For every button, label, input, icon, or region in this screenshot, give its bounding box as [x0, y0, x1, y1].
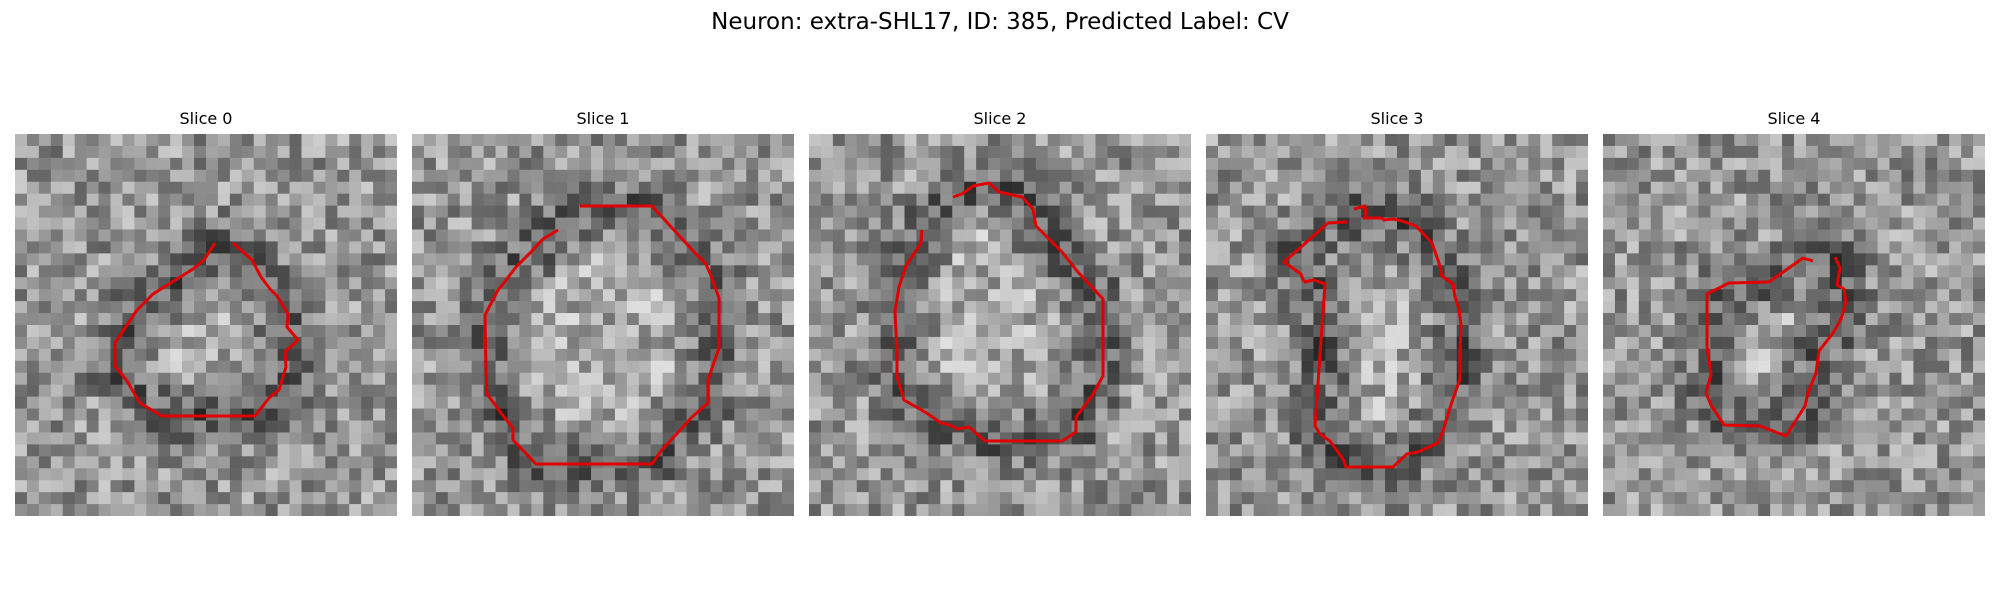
slice-title: Slice 1	[576, 109, 630, 128]
slice-image-4	[1603, 134, 1985, 516]
contour-outline	[893, 181, 1105, 443]
slice-panel-4: Slice 4	[1603, 108, 1985, 518]
slice-panel-3: Slice 3	[1206, 108, 1588, 518]
contour-outline	[113, 241, 300, 418]
slice-image-3	[1206, 134, 1588, 516]
slice-title: Slice 3	[1370, 109, 1424, 128]
slice-image-2	[809, 134, 1191, 516]
slice-title: Slice 0	[179, 109, 233, 128]
slice-image-1	[412, 134, 794, 516]
contour-outline	[1704, 256, 1848, 438]
slice-panel-0: Slice 0	[15, 108, 397, 518]
slice-title: Slice 2	[973, 109, 1027, 128]
slice-panel-2: Slice 2	[809, 108, 1191, 518]
slice-title: Slice 4	[1767, 109, 1821, 128]
slice-panel-1: Slice 1	[412, 108, 794, 518]
contour-outline	[483, 204, 721, 466]
slice-image-0	[15, 134, 397, 516]
figure-title: Neuron: extra-SHL17, ID: 385, Predicted …	[711, 9, 1289, 35]
contour-outline	[1282, 204, 1463, 469]
